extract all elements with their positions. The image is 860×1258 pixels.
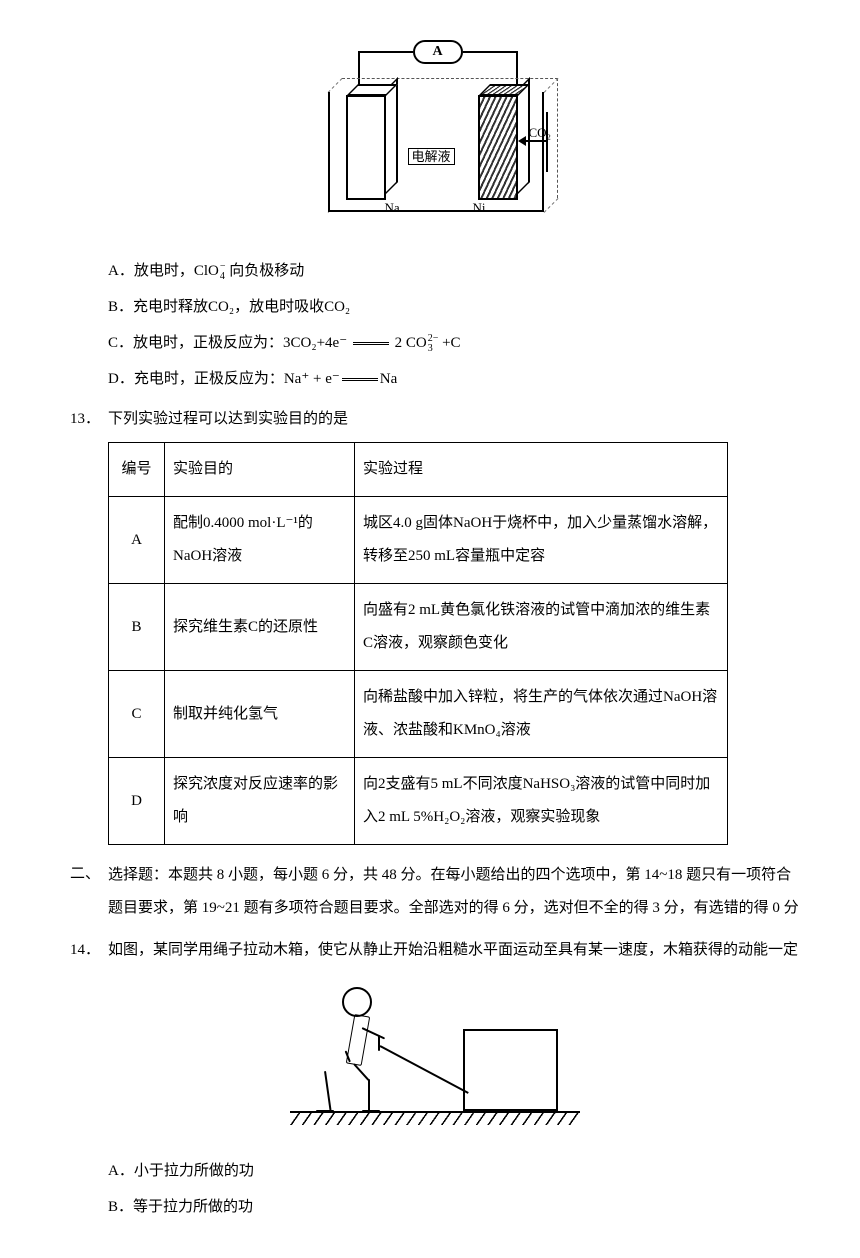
question-14: 14． 如图，某同学用绳子拉动木箱，使它从静止开始沿粗糙水平面运动至具有某一速度… [70, 935, 800, 965]
table-row: A配制0.4000 mol·L⁻¹的NaOH溶液城区4.0 g固体NaOH于烧杯… [109, 497, 728, 584]
option-a: A．小于拉力所做的功 [70, 1156, 800, 1186]
section-number: 二、 [70, 859, 108, 925]
rope-icon [380, 1045, 469, 1094]
table-row: C制取并纯化氢气向稀盐酸中加入锌粒，将生产的气体依次通过NaOH溶液、浓盐酸和K… [109, 671, 728, 758]
option-a: A．放电时，ClO−4 向负极移动 [70, 256, 800, 286]
table-header: 实验过程 [355, 443, 728, 497]
table-cell: 探究维生素C的还原性 [165, 584, 355, 671]
table-cell: 向2支盛有5 mL不同浓度NaHSO₃溶液的试管中同时加入2 mL 5%H₂O₂… [355, 758, 728, 845]
table-cell: D [109, 758, 165, 845]
ni-label: Ni [470, 200, 489, 215]
table-cell: 城区4.0 g固体NaOH于烧杯中，加入少量蒸馏水溶解，转移至250 mL容量瓶… [355, 497, 728, 584]
question-number: 14． [70, 935, 108, 965]
ammeter-icon: A [413, 40, 463, 64]
table-header: 实验目的 [165, 443, 355, 497]
option-b: B．等于拉力所做的功 [70, 1192, 800, 1222]
table-cell: 探究浓度对反应速率的影响 [165, 758, 355, 845]
table-cell: 制取并纯化氢气 [165, 671, 355, 758]
section-text: 选择题：本题共 8 小题，每小题 6 分，共 48 分。在每小题给出的四个选项中… [108, 859, 800, 925]
co2-arrow-icon [520, 140, 548, 142]
question-13: 13． 下列实验过程可以达到实验目的的是 [70, 404, 800, 434]
table-header: 编号 [109, 443, 165, 497]
table-row: B探究维生素C的还原性向盛有2 mL黄色氯化铁溶液的试管中滴加浓的维生素C溶液，… [109, 584, 728, 671]
co2-label: CO₂ [526, 125, 555, 140]
pulling-box-figure [70, 975, 800, 1136]
question-stem: 下列实验过程可以达到实验目的的是 [108, 404, 800, 434]
table-cell: 配制0.4000 mol·L⁻¹的NaOH溶液 [165, 497, 355, 584]
experiment-table: 编号 实验目的 实验过程 A配制0.4000 mol·L⁻¹的NaOH溶液城区4… [108, 442, 728, 845]
ni-electrode [478, 95, 518, 200]
section-2-heading: 二、 选择题：本题共 8 小题，每小题 6 分，共 48 分。在每小题给出的四个… [70, 859, 800, 925]
table-cell: C [109, 671, 165, 758]
na-electrode [346, 95, 386, 200]
option-d: D．充电时，正极反应为：Na⁺ + e⁻Na [70, 364, 800, 394]
question-stem: 如图，某同学用绳子拉动木箱，使它从静止开始沿粗糙水平面运动至具有某一速度，木箱获… [108, 935, 800, 965]
option-b: B．充电时释放CO₂，放电时吸收CO₂ [70, 292, 800, 322]
question-number: 13． [70, 404, 108, 434]
table-cell: 向稀盐酸中加入锌粒，将生产的气体依次通过NaOH溶液、浓盐酸和KMnO₄溶液 [355, 671, 728, 758]
box-icon [463, 1029, 558, 1111]
table-cell: B [109, 584, 165, 671]
person-head-icon [342, 987, 372, 1017]
electrolyte-label: 电解液 [408, 148, 455, 165]
electrochemistry-figure: A 电解液 CO₂ Na Ni [70, 40, 800, 236]
table-row: D探究浓度对反应速率的影响向2支盛有5 mL不同浓度NaHSO₃溶液的试管中同时… [109, 758, 728, 845]
na-label: Na [382, 200, 403, 215]
option-c: C．放电时，正极反应为：3CO₂+4e⁻ 2 CO2−3 +C [70, 328, 800, 358]
table-cell: 向盛有2 mL黄色氯化铁溶液的试管中滴加浓的维生素C溶液，观察颜色变化 [355, 584, 728, 671]
table-cell: A [109, 497, 165, 584]
